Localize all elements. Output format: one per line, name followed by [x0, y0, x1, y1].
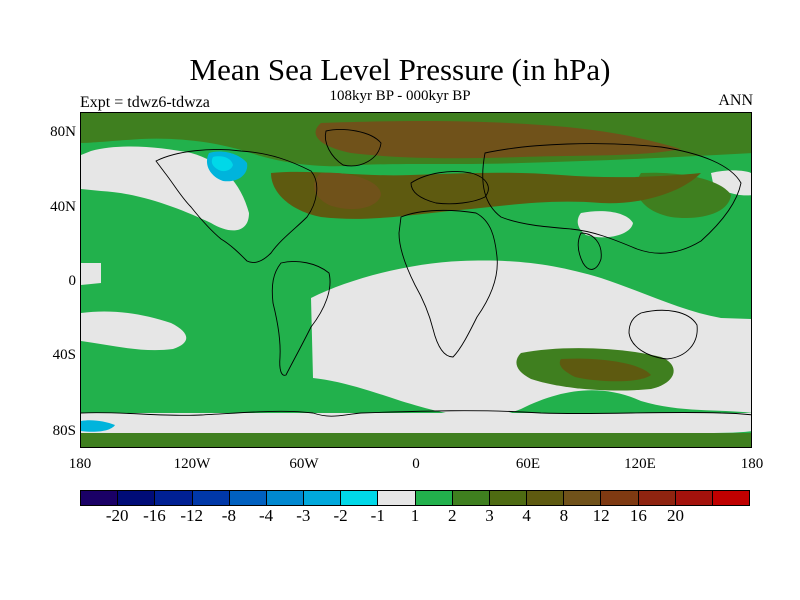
colorbar-label: -4 — [259, 506, 274, 525]
colorbar-box — [266, 491, 305, 505]
colorbar-label: 2 — [447, 506, 457, 525]
colorbar-label: 20 — [667, 506, 685, 525]
colorbar-box — [564, 491, 602, 505]
hudson-bay-light-cyan — [211, 156, 233, 172]
colorbar-label: -3 — [296, 506, 311, 525]
colorbar-label: 8 — [559, 506, 569, 525]
lon-label-120e: 120E — [624, 456, 656, 472]
colorbar-box — [527, 491, 565, 505]
colorbar-box — [415, 491, 453, 505]
indian-ocean-grey — [577, 211, 633, 238]
south-pacific-grey — [81, 311, 187, 351]
colorbar-label: 4 — [522, 506, 531, 525]
brown-regions — [314, 121, 681, 210]
colorbar-label: 16 — [629, 506, 647, 525]
lon-label-120w: 120W — [173, 456, 211, 472]
colorbar-box — [452, 491, 490, 505]
colorbar-label: 12 — [592, 506, 610, 525]
colorbar-label: -16 — [143, 506, 166, 525]
north-america-coast — [155, 149, 318, 264]
asia-coast — [482, 143, 742, 254]
colorbar-label: -1 — [370, 506, 385, 525]
north-atlantic-brown — [314, 172, 381, 210]
colorbar-box — [675, 491, 713, 505]
colorbar-box — [192, 491, 230, 505]
north-pacific-grey — [81, 146, 249, 231]
lon-label-0: 0 — [412, 456, 420, 472]
west-pacific-grey — [81, 263, 101, 285]
colorbar-label: 3 — [485, 506, 494, 525]
lon-label-180e: 180 — [740, 456, 764, 472]
antarctica-coast — [81, 410, 751, 417]
south-america-coast — [271, 261, 331, 376]
pressure-anomaly-map — [80, 112, 752, 448]
colorbar-box — [378, 491, 416, 505]
chart-title: Mean Sea Level Pressure (in hPa) — [189, 52, 611, 87]
colorbar-box — [81, 491, 119, 505]
colorbar-label: -2 — [333, 506, 348, 525]
lon-label-60e: 60E — [515, 456, 541, 472]
coastlines — [81, 129, 751, 417]
colorbar — [80, 490, 750, 506]
colorbar-box — [341, 491, 379, 505]
colorbar-label: -12 — [180, 506, 203, 525]
chart-subtitle: 108kyr BP - 000kyr BP — [329, 88, 471, 104]
arctic-brown — [315, 121, 681, 159]
europe-coast — [410, 171, 489, 205]
australia-coast — [628, 309, 698, 360]
ross-sea-cyan — [81, 420, 115, 432]
colorbar-box — [118, 491, 156, 505]
greenland-coast — [324, 129, 382, 167]
season-label: ANN — [718, 92, 753, 109]
east-asia-grey — [711, 170, 751, 196]
india-coast — [577, 232, 602, 270]
colorbar-box — [489, 491, 528, 505]
colorbar-box — [229, 491, 267, 505]
colorbar-label: 1 — [410, 506, 420, 525]
colorbar-box — [601, 491, 639, 505]
colorbar-box — [712, 491, 750, 505]
experiment-label: Expt = tdwz6-tdwza — [80, 94, 210, 111]
antarctic-dark-green — [81, 433, 751, 447]
colorbar-box — [638, 491, 676, 505]
africa-coast — [398, 209, 498, 358]
lat-label-40s: 40S — [52, 347, 76, 363]
lat-label-80s: 80S — [52, 423, 76, 439]
negative-regions — [81, 151, 248, 432]
lat-label-80n: 80N — [50, 124, 76, 140]
lat-label-0: 0 — [68, 273, 77, 289]
southern-ocean-grey — [81, 413, 751, 435]
colorbar-box — [304, 491, 342, 505]
lon-label-180w: 180 — [68, 456, 92, 472]
colorbar-label: -20 — [105, 506, 129, 525]
map-canvas — [81, 113, 751, 447]
lat-label-40n: 40N — [50, 199, 76, 215]
near-zero-regions — [81, 146, 751, 435]
lon-label-60w: 60W — [289, 456, 319, 472]
colorbar-box — [155, 491, 193, 505]
south-atlantic-olive — [559, 358, 651, 382]
colorbar-label: -8 — [221, 506, 236, 525]
